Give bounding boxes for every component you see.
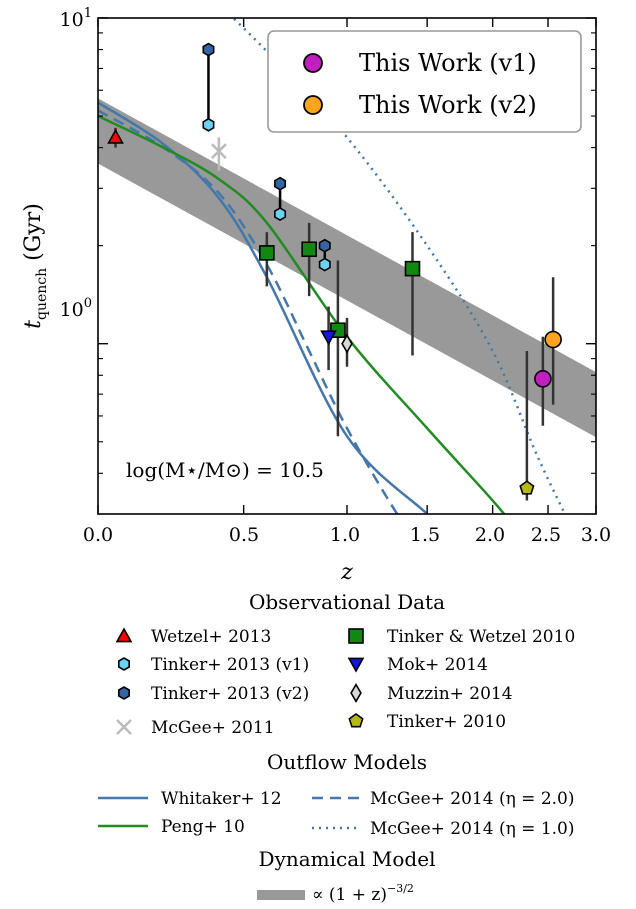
y-tick-labels: 101 100 [60, 6, 92, 321]
marker-hexagon-2-2 [318, 238, 331, 253]
dynamical-swatch [257, 890, 305, 900]
x-tick-label-0: 0.0 [83, 524, 113, 546]
marker-x-3-0-b [210, 143, 227, 160]
marker-hexagon-1-1 [274, 207, 287, 222]
marker-hexagon-2-1 [274, 176, 287, 191]
obs-legend-marker-2 [118, 686, 130, 700]
obs-legend-marker-6 [350, 683, 362, 703]
x-tick-label-2: 1.0 [330, 524, 360, 546]
outflow-legend: Whitaker+ 12 McGee+ 2014 (η = 2.0) Peng+… [98, 789, 574, 839]
x-tick-label-6: 3.0 [581, 524, 611, 546]
marker-triangle-down-5-0 [320, 330, 337, 346]
obs-label-3: McGee+ 2011 [151, 718, 275, 738]
main-legend-frame [267, 30, 582, 133]
obs-label-1: Tinker+ 2013 (v1) [151, 655, 309, 675]
marker-hexagon-2-0 [202, 42, 215, 57]
marker-x-3-0 [210, 143, 227, 160]
obs-legend-marker-4 [348, 628, 364, 644]
obs-legend-marker-0 [115, 627, 133, 643]
outflow-curve-1 [98, 109, 399, 514]
outflow-label-2: Peng+ 10 [161, 817, 245, 837]
marker-triangle-0-0 [107, 128, 124, 144]
outflow-title: Outflow Models [267, 750, 427, 774]
legend-marker-v1 [303, 53, 323, 73]
x-tick-label-1: 0.5 [229, 524, 259, 546]
marker-hexagon-1-0 [202, 117, 215, 132]
main-legend: This Work (v1) This Work (v2) [267, 30, 582, 133]
y-tick-label-1: 101 [60, 6, 92, 31]
outflow-curve-2 [98, 114, 506, 514]
marker-hexagon-1-2 [318, 257, 331, 272]
observational-points [107, 42, 562, 501]
this-work-marker-0 [534, 370, 552, 388]
outflow-model-curves [98, 18, 567, 514]
marker-square-4-0 [259, 245, 275, 261]
observational-title: Observational Data [249, 590, 445, 614]
legend-label-v2: This Work (v2) [359, 91, 537, 119]
y-tick-label-0: 100 [60, 296, 92, 321]
obs-label-4: Tinker & Wetzel 2010 [387, 627, 575, 647]
observational-legend: Wetzel+ 2013 Tinker+ 2013 (v1) Tinker+ 2… [115, 627, 575, 738]
outflow-label-1: McGee+ 2014 (η = 2.0) [370, 789, 574, 809]
axis-ticks [97, 17, 597, 515]
obs-label-2: Tinker+ 2013 (v2) [151, 684, 309, 704]
legend-marker-v2 [303, 95, 323, 115]
outflow-curve-0 [98, 101, 429, 514]
x-axis-label: z [340, 560, 353, 585]
marker-diamond-6-0 [341, 333, 353, 354]
x-tick-label-5: 2.5 [531, 524, 561, 546]
marker-pentagon-7-0 [519, 480, 535, 495]
legend-label-v1: This Work (v1) [359, 49, 537, 77]
y-axis-label: tquench (Gyr) [21, 203, 50, 329]
outflow-label-3: McGee+ 2014 (η = 1.0) [370, 819, 574, 839]
mass-annotation: log(M⋆/M⊙) = 10.5 [126, 458, 324, 482]
marker-square-4-1 [301, 241, 317, 258]
outflow-label-0: Whitaker+ 12 [161, 789, 282, 809]
obs-legend-marker-3-b [116, 719, 132, 735]
x-tick-labels: 0.0 0.5 1.0 1.5 2.0 2.5 3.0 [83, 524, 611, 546]
obs-label-0: Wetzel+ 2013 [151, 627, 271, 647]
obs-label-6: Muzzin+ 2014 [387, 684, 513, 704]
obs-label-5: Mok+ 2014 [387, 655, 488, 675]
x-tick-label-4: 2.0 [475, 524, 505, 546]
marker-square-4-3 [404, 260, 421, 277]
obs-label-7: Tinker+ 2010 [387, 712, 506, 732]
obs-legend-marker-3 [116, 719, 132, 735]
dynamical-title: Dynamical Model [259, 847, 436, 871]
obs-legend-marker-7 [348, 713, 364, 728]
dynamical-label: ∝ (1 + z)−3/2 [312, 882, 414, 905]
obs-legend-marker-5 [347, 657, 365, 673]
x-tick-label-3: 1.5 [410, 524, 440, 546]
this-work-marker-1 [544, 330, 562, 349]
obs-legend-marker-1 [118, 657, 130, 671]
